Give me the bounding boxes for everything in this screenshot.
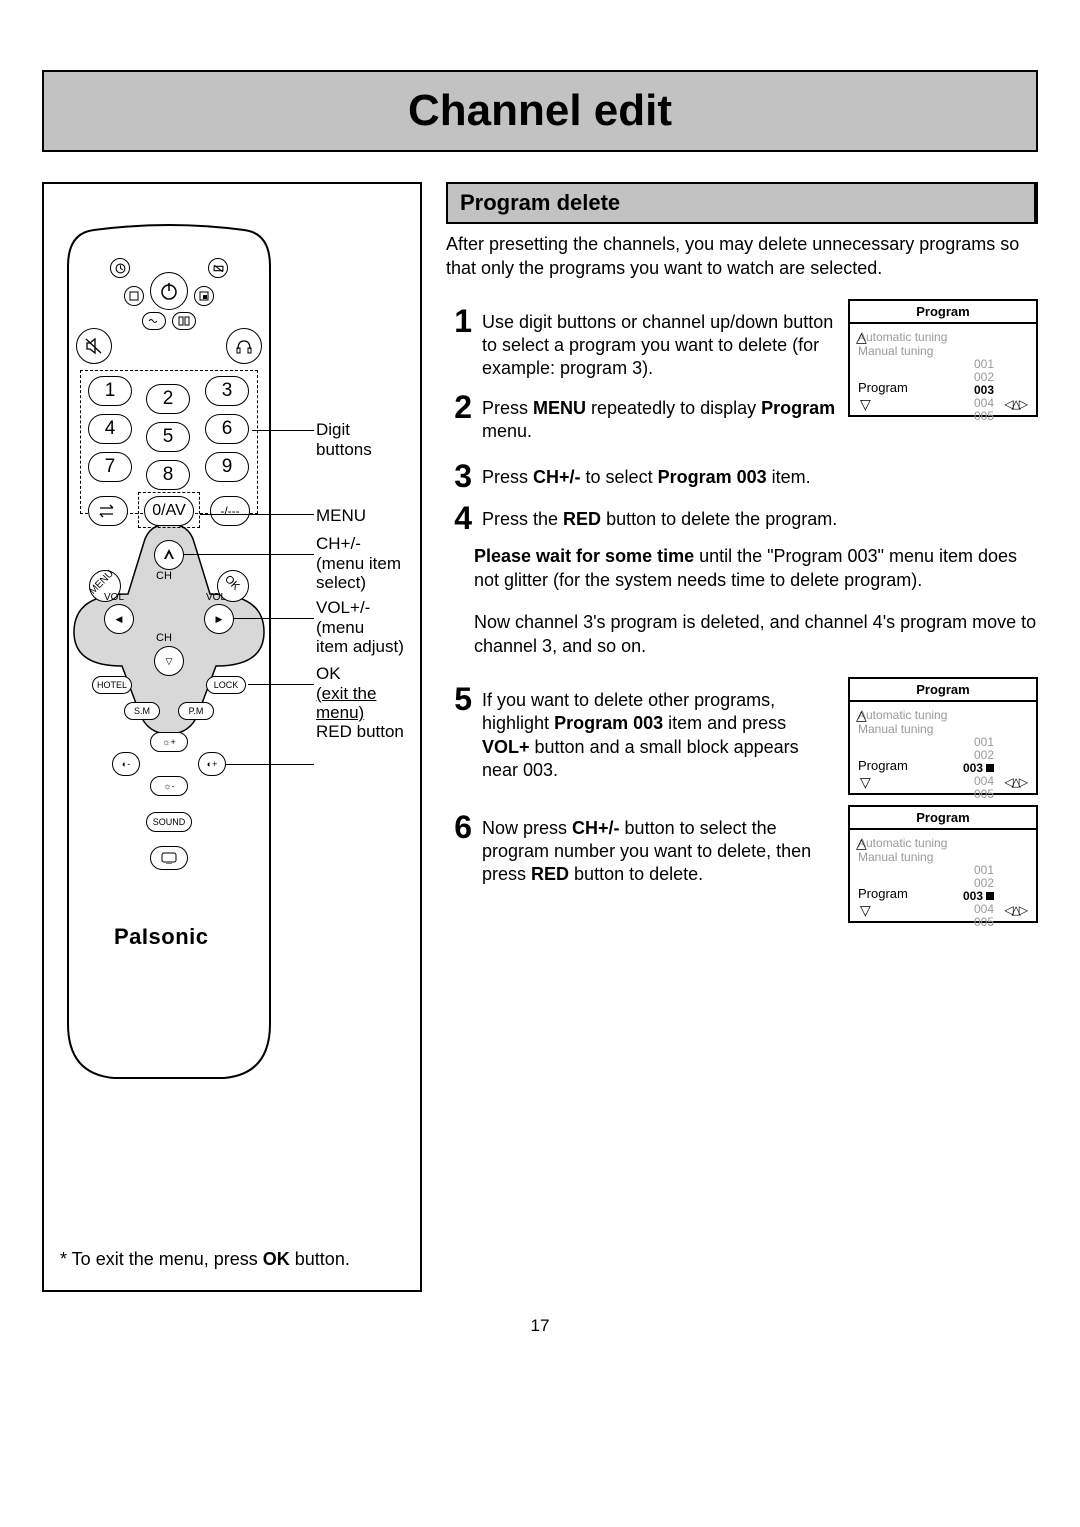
power-button xyxy=(150,272,188,310)
callout-menu: MENU xyxy=(316,506,366,526)
step-6: 6 Now press CH+/- button to select the p… xyxy=(446,811,836,887)
mute-mode-icon xyxy=(208,258,228,278)
para-wait: Please wait for some time until the "Pro… xyxy=(474,544,1038,593)
digit-0-av: 0/AV xyxy=(144,496,194,526)
callout-vol: VOL+/- (menu item adjust) xyxy=(316,598,404,657)
intro-text: After presetting the channels, you may d… xyxy=(446,232,1038,281)
ch-label-top: CH xyxy=(156,570,172,582)
index-icon xyxy=(172,312,196,330)
exit-footnote: * To exit the menu, press OK button. xyxy=(60,1249,350,1270)
teletext-icon xyxy=(142,312,166,330)
digit-1: 1 xyxy=(88,376,132,406)
contrast-plus: ◐+ xyxy=(198,752,226,776)
digit-9: 9 xyxy=(205,452,249,482)
callout-digit: Digit buttons xyxy=(316,420,410,459)
bright-minus: ☼- xyxy=(150,776,188,796)
vol-left-icon: ◀ xyxy=(104,604,134,634)
menu-up-icon xyxy=(154,540,184,570)
ch-label-bot: CH xyxy=(156,632,172,644)
page-title: Channel edit xyxy=(42,70,1038,152)
vol-right-icon: ▶ xyxy=(204,604,234,634)
step-1: 1 Use digit buttons or channel up/down b… xyxy=(446,305,836,381)
step-4: 4 Press the RED button to delete the pro… xyxy=(446,502,1038,534)
tv-mode-icon xyxy=(150,846,188,870)
step-2: 2 Press MENU repeatedly to display Progr… xyxy=(446,391,836,444)
para-shift: Now channel 3's program is deleted, and … xyxy=(474,610,1038,659)
digit-6: 6 xyxy=(205,414,249,444)
digit-7: 7 xyxy=(88,452,132,482)
swap-icon xyxy=(88,496,128,526)
remote-brand: PaIsonic xyxy=(114,924,208,950)
mute-icon xyxy=(76,328,112,364)
headphone-icon xyxy=(226,328,262,364)
digit-3: 3 xyxy=(205,376,249,406)
sys-icon xyxy=(124,286,144,306)
digit-5: 5 xyxy=(146,422,190,452)
lock-button: LOCK xyxy=(206,676,246,694)
digit-8: 8 xyxy=(146,460,190,490)
hotel-button: HOTEL xyxy=(92,676,132,694)
sound-button: SOUND xyxy=(146,812,192,832)
digit-2: 2 xyxy=(146,384,190,414)
section-header: Program delete xyxy=(446,182,1038,224)
page-number: 17 xyxy=(42,1316,1038,1336)
osd-box-2: Program △ Automatic tuning Manual tuning… xyxy=(848,677,1038,795)
digit-4: 4 xyxy=(88,414,132,444)
contrast-minus: ◐- xyxy=(112,752,140,776)
step-5: 5 If you want to delete other programs, … xyxy=(446,683,836,783)
osd-box-3: Program △ Automatic tuning Manual tuning… xyxy=(848,805,1038,923)
callout-red: RED button xyxy=(316,722,404,742)
osd-box-1: Program △ Automatic tuning Manual tuning… xyxy=(848,299,1038,417)
vol-label-l: VOL xyxy=(104,592,124,603)
bright-plus: ☼+ xyxy=(150,732,188,752)
step-3: 3 Press CH+/- to select Program 003 item… xyxy=(446,460,1038,492)
pm-button: P.M xyxy=(178,702,214,720)
callout-ch: CH+/- (menu item select) xyxy=(316,534,410,593)
vol-label-r: VOL xyxy=(206,592,226,603)
timer-icon xyxy=(110,258,130,278)
sm-button: S.M xyxy=(124,702,160,720)
callout-ok: OK(exit the menu) xyxy=(316,664,410,723)
digit-mode: -/--- xyxy=(210,496,250,526)
pip-icon xyxy=(194,286,214,306)
remote-diagram-panel: 1 2 3 4 5 6 7 8 9 0/AV -/--- xyxy=(42,182,422,1292)
menu-down-icon: ▽ xyxy=(154,646,184,676)
